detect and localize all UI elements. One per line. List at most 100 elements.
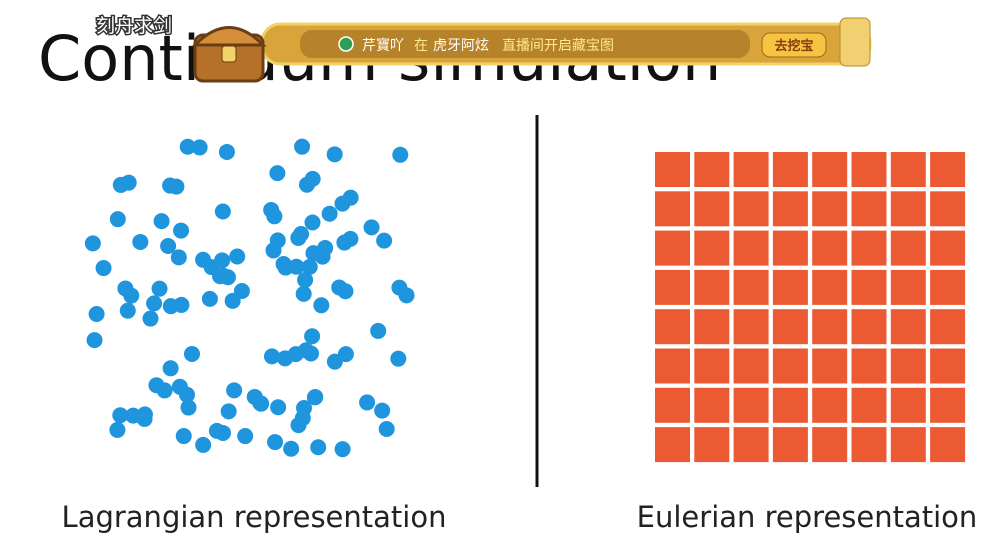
- particle: [294, 138, 311, 155]
- particle: [301, 258, 318, 275]
- particle: [156, 382, 173, 399]
- particle: [88, 305, 105, 322]
- particle: [229, 248, 246, 265]
- cell: [772, 152, 808, 187]
- particle: [146, 295, 163, 312]
- particle: [123, 287, 140, 304]
- cell: [655, 427, 690, 463]
- particle: [153, 213, 170, 230]
- particle: [336, 234, 353, 251]
- cell: [733, 387, 769, 423]
- cell: [851, 427, 887, 463]
- cell: [772, 191, 808, 227]
- particle: [374, 402, 391, 419]
- cell: [930, 309, 966, 345]
- cell: [890, 191, 926, 227]
- particle: [294, 410, 311, 427]
- cell: [890, 309, 926, 345]
- cell: [812, 191, 848, 227]
- cell: [694, 427, 730, 463]
- particle: [184, 345, 201, 362]
- cell: [694, 191, 730, 227]
- cell: [694, 348, 730, 384]
- particle: [120, 174, 137, 191]
- cell: [851, 309, 887, 345]
- cell: [655, 387, 690, 423]
- cell: [812, 152, 848, 187]
- cell: [812, 427, 848, 463]
- particle: [246, 388, 263, 405]
- particle: [313, 297, 330, 314]
- particle: [109, 421, 126, 438]
- particle: [297, 271, 314, 288]
- particle: [201, 290, 218, 307]
- particle: [112, 407, 129, 424]
- scroll-icon: [839, 17, 871, 67]
- particle: [293, 226, 310, 243]
- particle: [226, 382, 243, 399]
- cell: [890, 152, 926, 187]
- cell: [772, 427, 808, 463]
- particle: [359, 394, 376, 411]
- grid-cells: [655, 152, 966, 463]
- cell: [812, 309, 848, 345]
- particle: [173, 222, 190, 239]
- particle: [378, 420, 395, 437]
- particle: [277, 259, 294, 276]
- cell: [772, 269, 808, 305]
- cell: [851, 191, 887, 227]
- corner-text: 刻舟求剑: [96, 15, 172, 37]
- particle: [398, 287, 415, 304]
- particle: [363, 219, 380, 236]
- banner-user: 芹寶吖: [362, 38, 404, 54]
- cell: [890, 348, 926, 384]
- particle: [109, 211, 126, 228]
- cell: [694, 230, 730, 266]
- particle: [233, 282, 250, 299]
- particle: [179, 386, 196, 403]
- particle: [218, 143, 235, 160]
- particle: [390, 350, 407, 367]
- particle: [295, 285, 312, 302]
- particle: [307, 389, 324, 406]
- banner-message: 直播间开启藏宝图: [502, 37, 614, 54]
- particle: [376, 232, 393, 249]
- caption-left: Lagrangian representation: [62, 500, 447, 534]
- banner[interactable]: 芹寶吖 在 虎牙阿炫 直播间开启藏宝图 去挖宝: [260, 17, 872, 67]
- particle: [170, 249, 187, 266]
- particle: [326, 146, 343, 163]
- cell: [733, 152, 769, 187]
- cell: [655, 152, 690, 187]
- cell: [851, 387, 887, 423]
- particle: [160, 238, 177, 255]
- cell: [772, 348, 808, 384]
- cell: [930, 230, 966, 266]
- particle: [342, 189, 359, 206]
- particle: [175, 428, 192, 445]
- cell: [694, 152, 730, 187]
- particle: [220, 403, 237, 420]
- cell: [930, 427, 966, 463]
- particle: [287, 346, 304, 363]
- particle: [267, 434, 284, 451]
- particle: [326, 353, 343, 370]
- particle: [179, 138, 196, 155]
- cell: [694, 387, 730, 423]
- particle: [321, 205, 338, 222]
- particle: [237, 428, 254, 445]
- banner-button[interactable]: [761, 32, 827, 58]
- particle: [304, 214, 321, 231]
- banner-streamer: 虎牙阿炫: [433, 38, 489, 54]
- banner-inner: [300, 30, 750, 58]
- particle: [269, 232, 286, 249]
- particle: [219, 269, 236, 286]
- particle: [168, 178, 185, 195]
- particles: [84, 138, 415, 458]
- cell: [890, 387, 926, 423]
- caption-right: Eulerian representation: [637, 500, 978, 534]
- particle: [195, 436, 212, 453]
- particle: [304, 328, 321, 345]
- cell: [851, 230, 887, 266]
- chest-lock: [221, 45, 237, 63]
